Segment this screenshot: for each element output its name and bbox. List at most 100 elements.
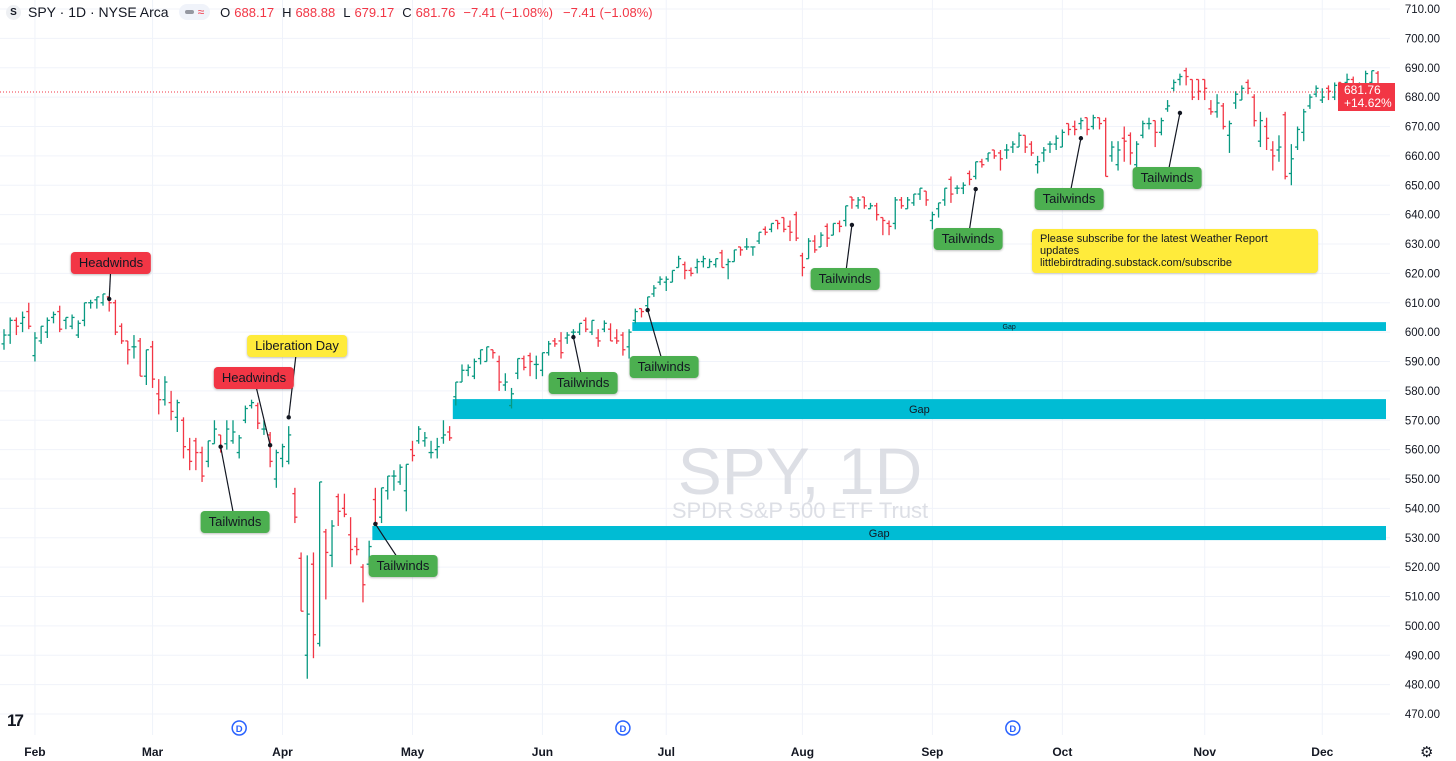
y-tick-label: 570.00: [1405, 415, 1440, 427]
x-tick-label: Oct: [1052, 745, 1072, 759]
dividend-d-icon[interactable]: [231, 720, 247, 736]
ohlc-bar: [509, 387, 515, 409]
ohlc-bar: [861, 196, 867, 209]
gap-zone[interactable]: [372, 526, 1387, 541]
ohlc-bar: [1301, 108, 1307, 142]
x-tick-label: Feb: [24, 745, 45, 759]
price-axis[interactable]: 470.00 480.00 490.00 500.00 510.00 520.00 530.…: [1405, 4, 1440, 721]
ohlc-bar: [1022, 134, 1028, 153]
ohlc-bar: [1109, 141, 1115, 162]
y-tick-label: 480.00: [1405, 680, 1440, 692]
symbol-legend: S SPY · 1D · NYSE Arca ≈ O 688.17 H 688.88…: [6, 2, 659, 22]
ohlc-bar: [669, 269, 675, 283]
ohlc-bar: [205, 440, 211, 468]
visibility-toggle[interactable]: ≈: [178, 4, 211, 20]
ohlc-bar: [855, 197, 861, 209]
gear-icon[interactable]: ⚙: [1420, 744, 1434, 761]
ohlc-bar: [193, 437, 199, 471]
gap-zone[interactable]: [632, 322, 1386, 331]
ohlc-bar: [440, 420, 446, 444]
annotation-tailwinds[interactable]: Tailwinds: [810, 268, 880, 290]
ohlc-bar: [632, 308, 638, 324]
annotation-tailwinds[interactable]: Tailwinds: [1132, 167, 1202, 189]
annotation-tailwinds[interactable]: Tailwinds: [200, 511, 270, 533]
annotation-tailwinds[interactable]: Tailwinds: [629, 356, 699, 378]
ohlc-bar: [26, 302, 32, 330]
hide-icon[interactable]: [184, 10, 194, 14]
y-tick-label: 670.00: [1405, 122, 1440, 134]
ohlc-bar: [608, 323, 614, 342]
ohlc-bar: [1257, 111, 1263, 148]
annotation-headwinds[interactable]: Headwinds: [70, 252, 152, 274]
gap-zone[interactable]: [452, 399, 1387, 420]
note-line-2[interactable]: littlebirdtrading.substack.com/subscribe: [1040, 257, 1232, 269]
ohlc-bar: [799, 252, 805, 277]
ohlc-bar: [583, 317, 589, 333]
ohlc-bar: [385, 475, 391, 500]
ohlc-bar: [168, 390, 174, 421]
y-tick-label: 640.00: [1405, 210, 1440, 222]
ohlc-bar: [1053, 135, 1059, 150]
ohlc-bar: [119, 323, 125, 344]
symbol-title[interactable]: SPY · 1D · NYSE Arca: [28, 4, 169, 20]
ohlc-bar: [434, 437, 440, 459]
time-axis[interactable]: Feb Mar Apr May Jun Jul Aug Sep Oct Nov Dec: [24, 745, 1333, 759]
annotation-tailwinds[interactable]: Tailwinds: [933, 228, 1003, 250]
annotation-anchor-dot: [973, 186, 978, 192]
annotation-tailwinds[interactable]: Tailwinds: [548, 372, 618, 394]
ohlc-bar: [317, 481, 323, 647]
ohlc-bar: [923, 190, 929, 206]
ohlc-bar: [236, 434, 242, 459]
ohlc-bar: [1233, 91, 1239, 109]
annotation-anchor-dot: [218, 444, 223, 449]
watermark-subtitle: SPDR S&P 500 ETF Trust: [672, 498, 928, 523]
y-tick-label: 660.00: [1405, 151, 1440, 163]
high-label: H: [282, 4, 292, 20]
ohlc-bar: [818, 232, 824, 248]
annotation-anchor-dot: [1078, 136, 1084, 141]
ohlc-bar: [1090, 114, 1096, 130]
ohlc-bar: [199, 446, 205, 482]
dividend-d-icon[interactable]: [1005, 720, 1021, 736]
y-tick-label: 710.00: [1405, 4, 1440, 16]
ohlc-bar: [372, 487, 378, 526]
annotation-anchor-dot: [267, 443, 273, 448]
ohlc-bar: [967, 170, 973, 186]
ohlc-bar: [812, 235, 818, 253]
annotation-headwinds[interactable]: Headwinds: [213, 367, 295, 389]
annotation-tailwinds[interactable]: Tailwinds: [1034, 188, 1104, 210]
ohlc-bar: [682, 261, 688, 280]
open-value: 688.17: [234, 4, 275, 20]
ohlc-bar: [180, 417, 186, 459]
ohlc-bar: [478, 349, 484, 365]
annotation-tailwinds[interactable]: Tailwinds: [368, 555, 438, 577]
ohlc-bar: [156, 379, 162, 415]
y-tick-label: 680.00: [1405, 92, 1440, 104]
ohlc-bar: [1325, 85, 1331, 101]
ohlc-bar: [131, 335, 137, 359]
ohlc-bar: [880, 216, 886, 236]
ohlc-bar: [1196, 78, 1202, 101]
x-tick-label: May: [401, 745, 425, 759]
ohlc-bar: [1202, 78, 1208, 101]
ohlc-bar: [973, 161, 979, 180]
ohlc-bar: [725, 258, 731, 280]
tradingview-logo[interactable]: 17: [7, 711, 24, 730]
y-tick-label: 530.00: [1405, 533, 1440, 545]
ohlc-bar: [911, 193, 917, 206]
annotation-event[interactable]: Liberation Day: [247, 335, 347, 357]
ohlc-bar: [137, 338, 143, 377]
ohlc-bar: [255, 402, 261, 430]
ohlc-bar: [595, 329, 601, 347]
indicator-wave-icon[interactable]: ≈: [197, 5, 205, 19]
dividend-d-icon[interactable]: [615, 720, 631, 736]
ohlc-bar: [806, 238, 812, 260]
ohlc-bar: [775, 219, 781, 230]
ohlc-bar: [564, 332, 570, 344]
annotation-anchor-dot: [849, 222, 855, 228]
ohlc-bar: [1016, 132, 1022, 148]
gap-zones: Gap Gap Gap: [372, 322, 1387, 541]
ohlc-bar: [527, 352, 533, 377]
y-tick-label: 610.00: [1405, 298, 1440, 310]
